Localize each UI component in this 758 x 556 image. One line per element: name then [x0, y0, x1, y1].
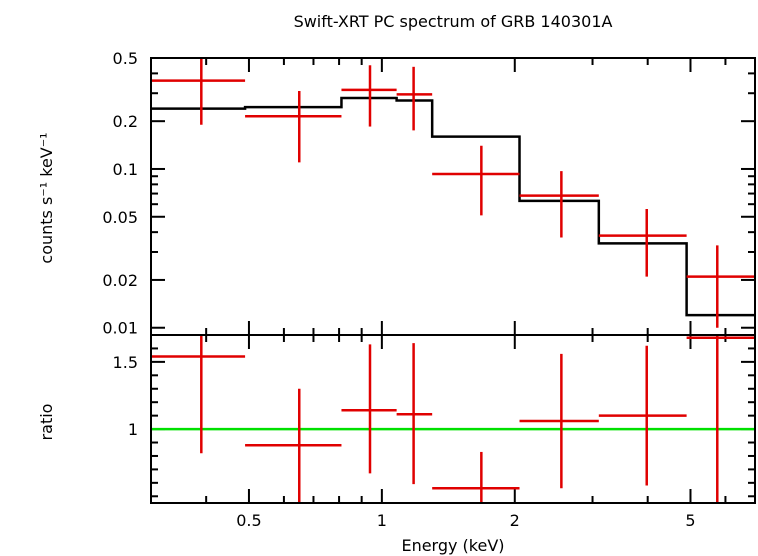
data-point — [686, 245, 755, 328]
data-point — [396, 66, 433, 131]
y-tick-label: 0.1 — [113, 160, 138, 179]
top-panel-frame — [150, 57, 756, 336]
x-tick-label: 2 — [510, 511, 520, 530]
bottom-y-axis-label: ratio — [37, 404, 56, 441]
y-tick-label: 1 — [128, 420, 138, 439]
data-point — [341, 65, 397, 127]
x-tick-label: 0.5 — [236, 511, 261, 530]
y-tick-label: 0.02 — [102, 271, 138, 290]
ratio-point — [341, 344, 397, 474]
data-point — [598, 208, 687, 277]
x-axis-label: Energy (keV) — [401, 536, 504, 555]
spectrum-panel: 0.5 0.2 0.1 0.05 0.02 0.01 — [102, 49, 756, 338]
data-point — [432, 145, 520, 216]
ratio-panel: 1.5 1 0.5 1 2 5 — [113, 334, 756, 530]
ratio-point — [245, 388, 342, 503]
x-tick-label: 5 — [685, 511, 695, 530]
y-tick-label: 0.05 — [102, 208, 138, 227]
bottom-panel-frame — [150, 334, 756, 504]
ratio-point — [519, 353, 599, 489]
data-point — [151, 58, 246, 125]
ratio-point — [151, 335, 246, 454]
top-y-axis-label: counts s⁻¹ keV⁻¹ — [37, 132, 56, 263]
y-tick-label: 0.5 — [113, 49, 138, 68]
y-tick-label: 0.01 — [102, 319, 138, 338]
chart-title: Swift-XRT PC spectrum of GRB 140301A — [294, 12, 613, 31]
y-tick-label: 1.5 — [113, 353, 138, 372]
data-point — [245, 90, 342, 163]
ratio-point — [396, 343, 433, 485]
y-tick-label: 0.2 — [113, 112, 138, 131]
data-point — [519, 171, 599, 238]
ratio-point — [686, 335, 755, 503]
ratio-point — [598, 345, 687, 486]
model-step-line — [151, 96, 755, 317]
x-tick-label: 1 — [377, 511, 387, 530]
ratio-point — [432, 451, 520, 503]
